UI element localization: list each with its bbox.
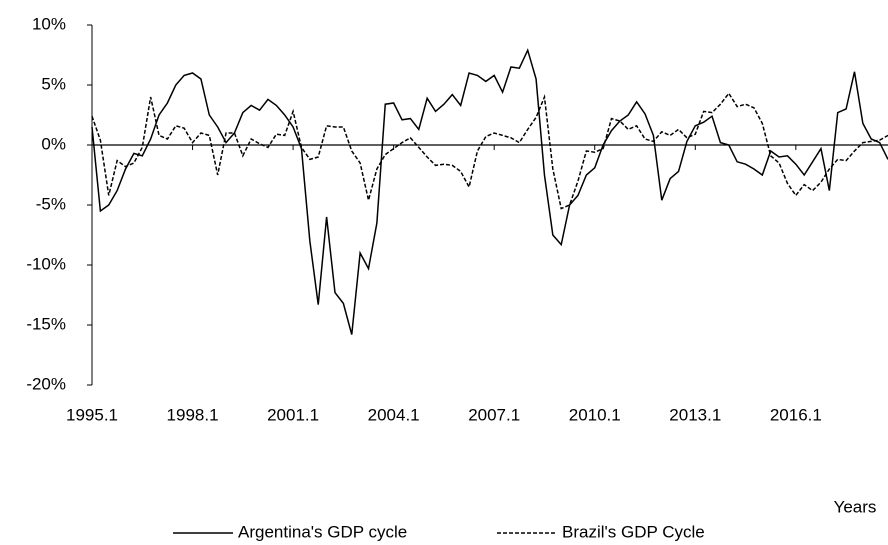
y-tick-label: 5% <box>41 74 66 93</box>
x-tick-label: 2013.1 <box>669 405 721 424</box>
x-tick-label: 2001.1 <box>267 405 319 424</box>
x-axis-label: Years <box>834 497 877 516</box>
y-tick-label: -10% <box>26 254 66 273</box>
x-tick-label: 2016.1 <box>770 405 822 424</box>
x-tick-label: 1995.1 <box>66 405 118 424</box>
legend-label: Brazil's GDP Cycle <box>562 522 705 541</box>
x-tick-label: 1998.1 <box>167 405 219 424</box>
y-tick-label: 10% <box>32 14 66 33</box>
x-tick-label: 2010.1 <box>569 405 621 424</box>
series-line <box>91 92 888 210</box>
series-line <box>91 48 888 335</box>
y-tick-label: -20% <box>26 374 66 393</box>
x-tick-label: 2004.1 <box>368 405 420 424</box>
legend-label: Argentina's GDP cycle <box>238 522 407 541</box>
y-tick-label: -15% <box>26 314 66 333</box>
y-tick-label: -5% <box>36 194 66 213</box>
x-tick-label: 2007.1 <box>468 405 520 424</box>
y-tick-label: 0% <box>41 134 66 153</box>
